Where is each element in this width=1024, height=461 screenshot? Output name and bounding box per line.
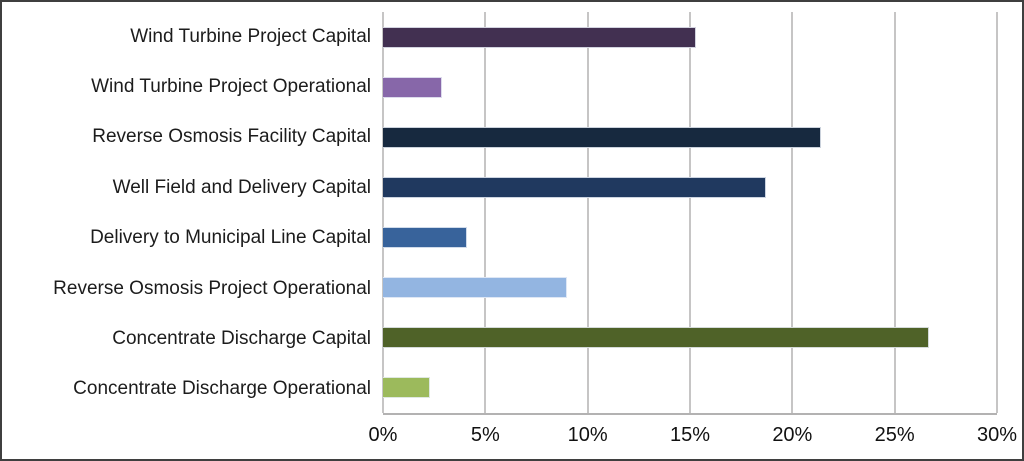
x-axis-tick-label: 20%: [772, 424, 813, 446]
bar: [383, 76, 443, 98]
category-label: Wind Turbine Project Capital: [130, 25, 371, 47]
gridline: [689, 12, 691, 413]
bar: [383, 176, 766, 198]
category-label: Concentrate Discharge Capital: [112, 327, 371, 349]
bar-row: [383, 162, 997, 212]
gridline: [791, 12, 794, 413]
category-label: Wind Turbine Project Operational: [91, 76, 371, 98]
bar: [383, 277, 568, 299]
category-label: Delivery to Municipal Line Capital: [90, 227, 371, 249]
bar-row: [383, 62, 997, 112]
bar: [383, 327, 930, 349]
bar: [383, 126, 821, 148]
x-axis-tick-label: 5%: [470, 424, 500, 446]
bar: [383, 26, 697, 48]
bar-row: [383, 363, 997, 413]
bar-row: [383, 12, 997, 62]
bar: [383, 227, 467, 249]
bar-row: [383, 112, 997, 162]
x-axis-tick-label: 10%: [567, 424, 608, 446]
x-axis-tick-label: 15%: [669, 424, 711, 446]
gridline: [996, 12, 998, 413]
category-label: Reverse Osmosis Project Operational: [53, 277, 371, 299]
bar-rows: [383, 12, 997, 413]
x-axis-tick-label: 30%: [976, 424, 1018, 446]
gridline: [382, 12, 384, 413]
bar-row: [383, 213, 997, 263]
gridline: [586, 12, 589, 413]
x-axis-labels: 0% 5% 10% 15% 20% 25% 30%: [369, 417, 1017, 461]
plot-area: [382, 12, 998, 415]
category-labels: Wind Turbine Project Capital Wind Turbine…: [4, 12, 383, 415]
category-label: Reverse Osmosis Facility Capital: [92, 126, 371, 148]
category-label: Well Field and Delivery Capital: [112, 176, 371, 198]
gridline: [893, 12, 896, 413]
x-axis-tick-label: 25%: [874, 424, 915, 446]
bar-row: [383, 313, 997, 363]
category-label: Concentrate Discharge Operational: [73, 378, 371, 400]
bar: [383, 377, 431, 399]
gridline: [484, 12, 487, 413]
bar-row: [383, 263, 997, 313]
x-axis-tick-label: 0%: [368, 424, 398, 446]
gridlines: [382, 12, 998, 413]
